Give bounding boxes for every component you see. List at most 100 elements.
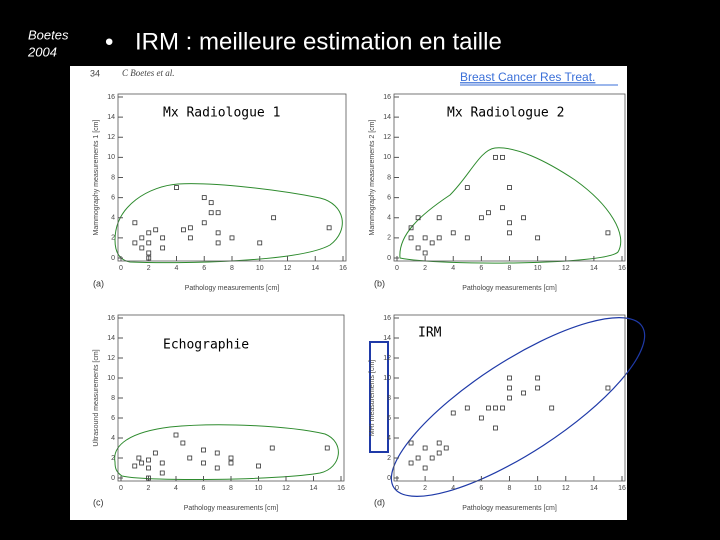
- point: [146, 457, 151, 463]
- y-tick-label: 6: [111, 194, 115, 201]
- point: [181, 227, 186, 233]
- x-tick-label: 14: [590, 485, 598, 492]
- x-tick-label: 14: [311, 265, 319, 272]
- point: [174, 185, 179, 190]
- point: [549, 405, 555, 411]
- x-tick-label: 10: [534, 485, 542, 492]
- outline-d: [390, 317, 646, 497]
- x-tick-label: 8: [508, 485, 512, 492]
- point: [478, 215, 484, 221]
- x-axis-label: Pathology measurements [cm]: [462, 285, 557, 292]
- point: [269, 445, 275, 451]
- point: [229, 235, 235, 241]
- y-tick-label: 0: [387, 475, 391, 482]
- point: [271, 215, 277, 221]
- y-tick-label: 0: [111, 475, 115, 482]
- point: [201, 460, 206, 466]
- bullet-text: IRM : meilleure estimation en taille: [135, 28, 502, 55]
- point: [132, 220, 138, 226]
- point: [493, 405, 498, 411]
- point: [208, 210, 214, 216]
- point: [500, 205, 505, 211]
- annotation: IRM: [418, 326, 442, 341]
- y-tick-label: 16: [107, 94, 115, 101]
- y-tick-label: 16: [383, 315, 391, 322]
- point: [500, 405, 505, 411]
- x-axis-label: Pathology measurements [cm]: [185, 285, 280, 292]
- point: [208, 200, 214, 206]
- outline-b: [399, 147, 622, 264]
- x-tick-label: 8: [230, 265, 234, 272]
- point: [187, 455, 193, 461]
- y-tick-label: 6: [387, 194, 391, 201]
- point: [139, 460, 145, 466]
- point: [422, 250, 428, 256]
- y-tick-label: 6: [111, 415, 115, 422]
- x-tick-label: 0: [395, 265, 399, 272]
- point: [146, 255, 152, 261]
- point: [173, 432, 179, 438]
- point: [159, 470, 165, 476]
- point: [415, 455, 421, 461]
- y-tick-label: 14: [107, 114, 115, 121]
- annotation: Echographie: [163, 338, 249, 353]
- point: [415, 215, 421, 221]
- source-link[interactable]: Breast Cancer Res Treat.: [460, 70, 595, 84]
- x-tick-label: 2: [147, 485, 151, 492]
- x-tick-label: 6: [202, 485, 206, 492]
- point: [486, 210, 491, 216]
- point: [422, 465, 428, 471]
- label-highlight: [369, 341, 389, 453]
- y-axis-label: MRI measurements [cm]: [369, 360, 376, 436]
- point: [201, 447, 206, 453]
- point: [132, 240, 138, 246]
- y-tick-label: 10: [383, 154, 391, 161]
- y-tick-label: 12: [383, 134, 391, 141]
- point: [326, 225, 332, 231]
- x-tick-label: 2: [423, 485, 427, 492]
- x-tick-label: 14: [310, 485, 318, 492]
- annotation: Mx Radiologue 2: [447, 106, 564, 121]
- point: [535, 235, 541, 241]
- x-tick-label: 12: [284, 265, 292, 272]
- x-tick-label: 16: [618, 485, 626, 492]
- x-tick-label: 16: [339, 265, 347, 272]
- panel-label: (c): [93, 497, 104, 507]
- y-tick-label: 12: [383, 355, 391, 362]
- x-tick-label: 6: [479, 485, 483, 492]
- point: [429, 455, 435, 461]
- x-tick-label: 2: [147, 265, 151, 272]
- point: [146, 475, 151, 481]
- author: Boetes: [28, 27, 69, 42]
- x-tick-label: 4: [451, 265, 455, 272]
- x-tick-label: 14: [590, 265, 598, 272]
- y-tick-label: 8: [387, 174, 391, 181]
- point: [507, 220, 512, 226]
- outline-c: [114, 424, 339, 481]
- point: [136, 455, 142, 461]
- x-tick-label: 10: [256, 265, 264, 272]
- y-axis-label: Mammography measurements 1 [cm]: [93, 119, 100, 235]
- point: [521, 390, 526, 396]
- y-tick-label: 14: [383, 114, 391, 121]
- point: [486, 405, 491, 411]
- y-tick-label: 2: [111, 455, 115, 462]
- point: [187, 225, 193, 231]
- x-tick-label: 4: [175, 265, 179, 272]
- x-tick-label: 12: [562, 265, 570, 272]
- y-tick-label: 0: [387, 255, 391, 262]
- point: [493, 425, 498, 431]
- point: [507, 185, 512, 190]
- figure-image: [70, 66, 627, 520]
- point: [521, 215, 526, 221]
- y-tick-label: 4: [387, 435, 391, 442]
- x-tick-label: 8: [229, 485, 233, 492]
- y-tick-label: 10: [107, 154, 115, 161]
- y-tick-label: 16: [107, 315, 115, 322]
- point: [139, 235, 145, 241]
- point: [464, 405, 470, 411]
- point: [450, 230, 456, 236]
- x-tick-label: 6: [479, 265, 483, 272]
- y-tick-label: 4: [387, 215, 391, 222]
